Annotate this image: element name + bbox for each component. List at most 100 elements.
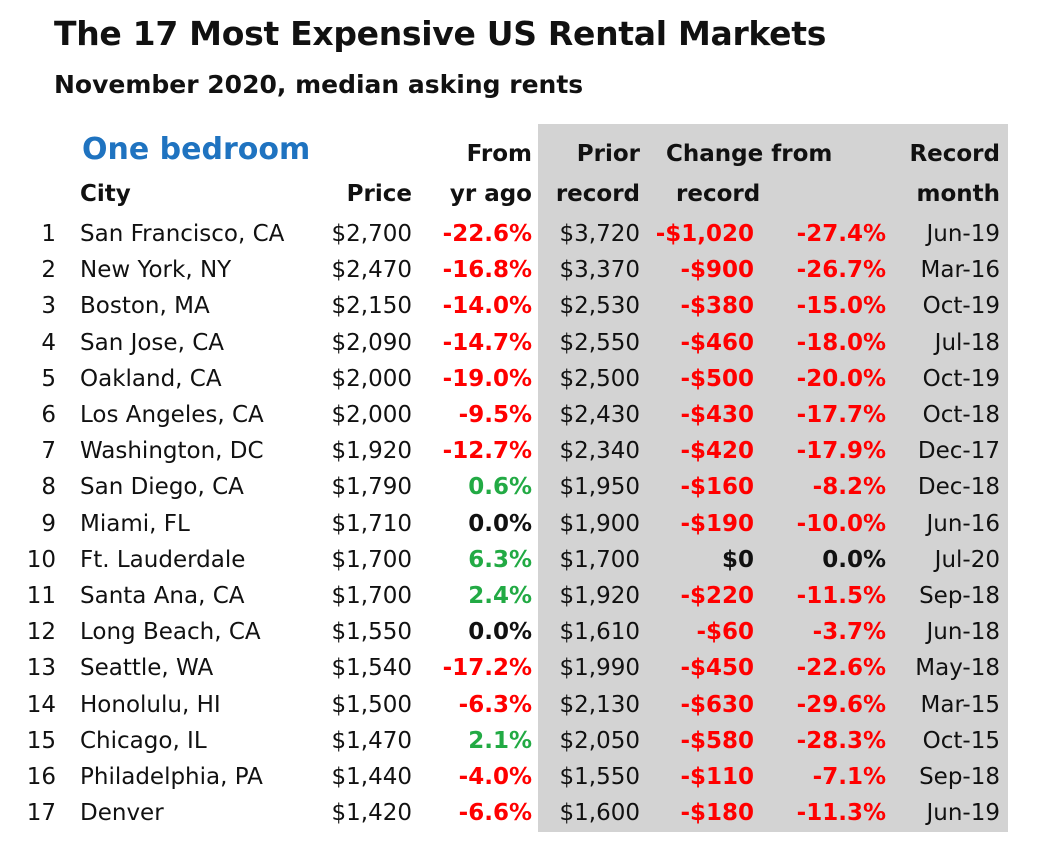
- row-record-month: Mar-16: [920, 257, 1001, 283]
- row-change-pct: -27.4%: [796, 221, 886, 247]
- row-price: $1,700: [331, 547, 412, 573]
- row-city: Oakland, CA: [80, 366, 222, 392]
- row-yoy: 0.0%: [468, 619, 532, 645]
- row-city: Los Angeles, CA: [80, 402, 264, 428]
- row-prior-record: $3,370: [559, 257, 640, 283]
- table-row: 3 Boston, MA $2,150 -14.0% $2,530 -$380 -15.0%…: [0, 292, 1040, 328]
- row-change-pct: -10.0%: [796, 511, 886, 537]
- row-price: $1,540: [331, 655, 412, 681]
- row-yoy: -17.2%: [442, 655, 532, 681]
- row-record-month: Jun-18: [926, 619, 1000, 645]
- row-city: New York, NY: [80, 257, 232, 283]
- row-rank: 11: [26, 583, 56, 609]
- row-yoy: -9.5%: [458, 402, 532, 428]
- table-row: 17 Denver $1,420 -6.6% $1,600 -$180 -11.3% Jun-…: [0, 799, 1040, 835]
- header-prior: Prior: [576, 141, 640, 167]
- row-record-month: Oct-19: [922, 293, 1000, 319]
- row-rank: 9: [41, 511, 56, 537]
- row-price: $2,000: [331, 366, 412, 392]
- table-row: 11 Santa Ana, CA $1,700 2.4% $1,920 -$220 -11.…: [0, 582, 1040, 618]
- table-row: 5 Oakland, CA $2,000 -19.0% $2,500 -$500 -20.0…: [0, 365, 1040, 401]
- row-record-month: Oct-15: [922, 728, 1000, 754]
- row-yoy: -14.0%: [442, 293, 532, 319]
- row-yoy: 0.6%: [468, 474, 532, 500]
- table-row: 1 San Francisco, CA $2,700 -22.6% $3,720 -$1,…: [0, 220, 1040, 256]
- table-row: 14 Honolulu, HI $1,500 -6.3% $2,130 -$630 -29.…: [0, 691, 1040, 727]
- row-change-pct: -17.9%: [796, 438, 886, 464]
- row-record-month: Dec-17: [917, 438, 1000, 464]
- row-rank: 4: [41, 330, 56, 356]
- row-price: $1,470: [331, 728, 412, 754]
- row-prior-record: $1,990: [559, 655, 640, 681]
- row-rank: 1: [41, 221, 56, 247]
- row-change: -$450: [680, 655, 754, 681]
- row-record-month: Dec-18: [917, 474, 1000, 500]
- row-price: $2,000: [331, 402, 412, 428]
- table-row: 15 Chicago, IL $1,470 2.1% $2,050 -$580 -28.3%…: [0, 727, 1040, 763]
- row-prior-record: $1,920: [559, 583, 640, 609]
- row-change: -$220: [680, 583, 754, 609]
- header-price: Price: [346, 181, 412, 207]
- row-change-pct: -15.0%: [796, 293, 886, 319]
- table-row: 13 Seattle, WA $1,540 -17.2% $1,990 -$450 -22.…: [0, 654, 1040, 690]
- row-change: -$900: [680, 257, 754, 283]
- row-price: $1,440: [331, 764, 412, 790]
- row-yoy: -6.6%: [458, 800, 532, 826]
- row-change-pct: -29.6%: [796, 692, 886, 718]
- record-columns-shading: [538, 124, 1008, 832]
- row-prior-record: $1,700: [559, 547, 640, 573]
- row-prior-record: $2,530: [559, 293, 640, 319]
- row-change: -$180: [680, 800, 754, 826]
- row-price: $1,550: [331, 619, 412, 645]
- row-city: Washington, DC: [80, 438, 264, 464]
- row-rank: 14: [26, 692, 56, 718]
- row-record-month: Oct-19: [922, 366, 1000, 392]
- row-city: Boston, MA: [80, 293, 210, 319]
- row-prior-record: $2,550: [559, 330, 640, 356]
- row-city: Philadelphia, PA: [80, 764, 263, 790]
- table-row: 10 Ft. Lauderdale $1,700 6.3% $1,700 $0 0.0% Ju…: [0, 546, 1040, 582]
- row-yoy: 2.4%: [468, 583, 532, 609]
- row-rank: 8: [41, 474, 56, 500]
- row-price: $2,470: [331, 257, 412, 283]
- row-change-pct: -7.1%: [812, 764, 886, 790]
- row-city: Denver: [80, 800, 164, 826]
- row-change-pct: -18.0%: [796, 330, 886, 356]
- row-prior-record: $2,500: [559, 366, 640, 392]
- header-yr-ago: yr ago: [449, 181, 532, 207]
- row-price: $1,500: [331, 692, 412, 718]
- row-change-pct: -11.5%: [796, 583, 886, 609]
- row-prior-record: $2,050: [559, 728, 640, 754]
- row-change-pct: -17.7%: [796, 402, 886, 428]
- row-rank: 15: [26, 728, 56, 754]
- row-change-pct: -28.3%: [796, 728, 886, 754]
- row-change-pct: -20.0%: [796, 366, 886, 392]
- table-row: 8 San Diego, CA $1,790 0.6% $1,950 -$160 -8.2%…: [0, 473, 1040, 509]
- row-yoy: -22.6%: [442, 221, 532, 247]
- row-yoy: -12.7%: [442, 438, 532, 464]
- row-record-month: Sep-18: [919, 583, 1000, 609]
- row-change-pct: -3.7%: [812, 619, 886, 645]
- row-change: -$160: [680, 474, 754, 500]
- row-prior-record: $1,950: [559, 474, 640, 500]
- page-title: The 17 Most Expensive US Rental Markets: [54, 14, 827, 53]
- row-price: $1,920: [331, 438, 412, 464]
- table-row: 16 Philadelphia, PA $1,440 -4.0% $1,550 -$110…: [0, 763, 1040, 799]
- row-city: Chicago, IL: [80, 728, 207, 754]
- header-month: month: [916, 181, 1000, 207]
- row-prior-record: $1,600: [559, 800, 640, 826]
- header-change-record: record: [676, 181, 761, 207]
- row-rank: 10: [26, 547, 56, 573]
- row-change: -$110: [680, 764, 754, 790]
- table-row: 9 Miami, FL $1,710 0.0% $1,900 -$190 -10.0% Jun…: [0, 510, 1040, 546]
- table-row: 12 Long Beach, CA $1,550 0.0% $1,610 -$60 -3.7…: [0, 618, 1040, 654]
- row-change-pct: -11.3%: [796, 800, 886, 826]
- row-change-pct: -8.2%: [812, 474, 886, 500]
- row-yoy: 0.0%: [468, 511, 532, 537]
- row-rank: 3: [41, 293, 56, 319]
- row-prior-record: $1,550: [559, 764, 640, 790]
- row-rank: 17: [26, 800, 56, 826]
- row-change: -$500: [680, 366, 754, 392]
- row-record-month: Oct-18: [922, 402, 1000, 428]
- table-row: 4 San Jose, CA $2,090 -14.7% $2,550 -$460 -18.…: [0, 329, 1040, 365]
